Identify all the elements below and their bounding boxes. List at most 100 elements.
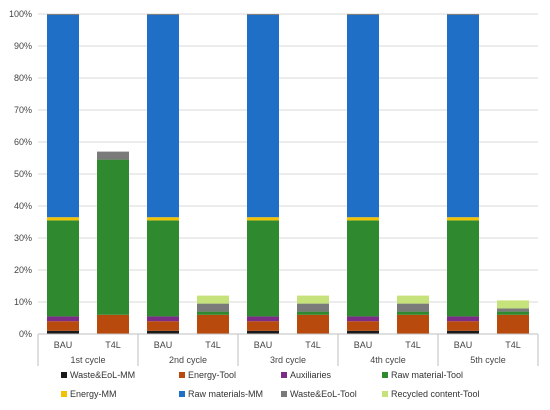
bar-segment (247, 217, 279, 221)
y-tick-label: 50% (14, 169, 32, 179)
bar-segment (447, 316, 479, 322)
group-label: 1st cycle (70, 355, 105, 365)
y-tick-label: 70% (14, 105, 32, 115)
y-tick-label: 0% (19, 329, 32, 339)
bar-segment (147, 330, 179, 334)
bar-segment (47, 14, 79, 15)
legend-item: Auxiliaries (290, 370, 332, 380)
bar-segment (197, 295, 229, 304)
group-label: 4th cycle (370, 355, 406, 365)
bar-segment (97, 314, 129, 334)
bar-segment (397, 311, 429, 315)
bar-segment (347, 14, 379, 15)
legend-swatch (61, 372, 67, 378)
bar-segment (297, 295, 329, 304)
bar-segment (247, 316, 279, 322)
bar-segment (397, 295, 429, 304)
bar-segment (47, 220, 79, 317)
legend-swatch (281, 372, 287, 378)
legend-swatch (382, 391, 388, 397)
bar-segment (247, 14, 279, 15)
bar-segment (47, 217, 79, 221)
bar-segment (347, 14, 379, 218)
legend: Waste&EoL-MM Energy-Tool Auxiliaries Raw ma… (61, 370, 480, 399)
bar-segment (47, 316, 79, 322)
bar-segment (447, 321, 479, 331)
category-label: T4L (305, 340, 321, 350)
bar-segment (97, 151, 129, 160)
y-tick-label: 100% (9, 9, 32, 19)
bar-segment (347, 321, 379, 331)
bar-segment (47, 321, 79, 331)
bar-segment (447, 14, 479, 218)
category-label: T4L (505, 340, 521, 350)
bar-segment (247, 220, 279, 317)
legend-swatch (281, 391, 287, 397)
legend-item: Recycled content-Tool (391, 389, 480, 399)
bar-segment (447, 14, 479, 15)
bar-segment (297, 314, 329, 334)
y-axis-ticks: 0% 10% 20% 30% 40% 50% 60% 70% 80% 90% 100% (9, 9, 32, 339)
bar-segment (347, 316, 379, 322)
bar-segment (47, 330, 79, 334)
legend-item: Waste&EoL-MM (70, 370, 135, 380)
bar-segment (397, 314, 429, 334)
bar-segment (147, 14, 179, 218)
bar-segment (247, 321, 279, 331)
y-tick-label: 30% (14, 233, 32, 243)
bar-segment (197, 311, 229, 315)
group-label: 3rd cycle (270, 355, 306, 365)
bar-segment (447, 217, 479, 221)
group-label: 5th cycle (470, 355, 506, 365)
bar-segment (147, 321, 179, 331)
category-label: BAU (154, 340, 173, 350)
bar-segment (197, 314, 229, 334)
legend-item: Raw materials-MM (188, 389, 263, 399)
legend-swatch (179, 372, 185, 378)
legend-item: Raw material-Tool (391, 370, 463, 380)
y-tick-label: 10% (14, 297, 32, 307)
category-label: BAU (454, 340, 473, 350)
bar-segment (347, 217, 379, 221)
bars (47, 14, 529, 334)
bar-segment (147, 316, 179, 322)
bar-segment (97, 159, 129, 315)
category-label: BAU (54, 340, 73, 350)
bar-segment (447, 220, 479, 317)
category-label: T4L (405, 340, 421, 350)
group-label: 2nd cycle (169, 355, 207, 365)
bar-segment (347, 220, 379, 317)
legend-swatch (382, 372, 388, 378)
category-label: T4L (205, 340, 221, 350)
y-tick-label: 90% (14, 41, 32, 51)
bar-segment (147, 220, 179, 317)
bar-segment (247, 330, 279, 334)
legend-swatch (179, 391, 185, 397)
bar-segment (447, 330, 479, 334)
bar-segment (297, 311, 329, 315)
y-tick-label: 80% (14, 73, 32, 83)
bar-segment (497, 311, 529, 315)
y-tick-label: 40% (14, 201, 32, 211)
legend-item: Waste&EoL-Tool (290, 389, 357, 399)
bar-segment (397, 303, 429, 312)
bar-segment (147, 14, 179, 15)
bar-segment (247, 14, 279, 218)
category-label: BAU (254, 340, 273, 350)
bar-segment (497, 300, 529, 309)
y-tick-label: 20% (14, 265, 32, 275)
category-label: T4L (105, 340, 121, 350)
y-tick-label: 60% (14, 137, 32, 147)
bar-segment (497, 314, 529, 334)
bar-segment (197, 303, 229, 312)
bar-segment (497, 308, 529, 312)
category-label: BAU (354, 340, 373, 350)
bar-segment (147, 217, 179, 221)
bar-segment (47, 14, 79, 218)
legend-swatch (61, 391, 67, 397)
bar-segment (297, 303, 329, 312)
bar-segment (347, 330, 379, 334)
legend-item: Energy-MM (70, 389, 117, 399)
